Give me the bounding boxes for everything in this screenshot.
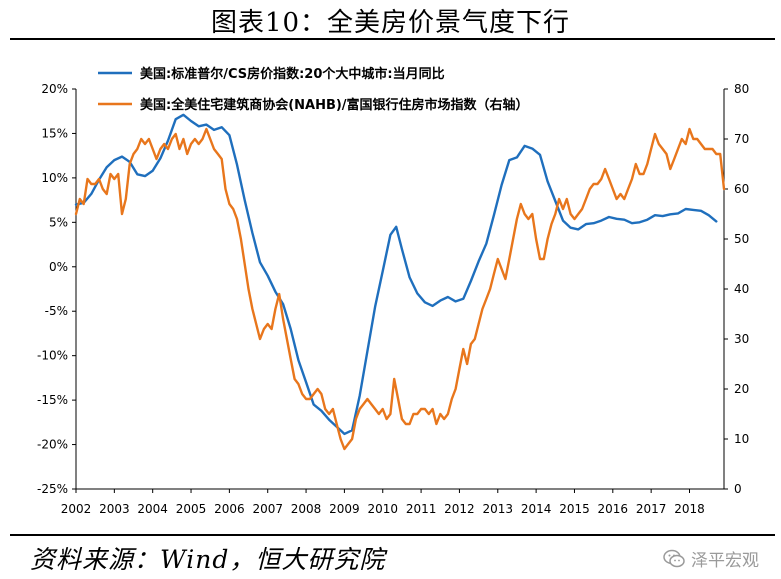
left-tick-label: 15% [41, 126, 68, 140]
left-tick-label: 10% [41, 171, 68, 185]
x-tick-label: 2002 [61, 502, 92, 516]
figure-title: 图表10：全美房价景气度下行 [210, 8, 571, 38]
x-tick-label: 2015 [559, 502, 590, 516]
left-tick-label: -10% [37, 349, 68, 363]
right-tick-label: 80 [734, 82, 749, 96]
wechat-icon [663, 549, 685, 567]
x-tick-label: 2007 [252, 502, 283, 516]
left-tick-label: 0% [49, 260, 68, 274]
right-tick-label: 50 [734, 232, 749, 246]
x-tick-label: 2016 [598, 502, 629, 516]
left-tick-label: 5% [49, 215, 68, 229]
right-tick-label: 60 [734, 182, 749, 196]
x-tick-label: 2013 [483, 502, 514, 516]
left-tick-label: -25% [37, 482, 68, 496]
x-tick-label: 2010 [367, 502, 398, 516]
right-tick-label: 10 [734, 432, 749, 446]
x-tick-label: 2004 [137, 502, 168, 516]
legend-label: 美国:标准普尔/CS房价指数:20个大中城市:当月同比 [140, 66, 445, 82]
left-tick-label: 20% [41, 82, 68, 96]
series-line-case-shiller [74, 113, 718, 436]
left-tick-label: -5% [45, 304, 68, 318]
watermark-text: 泽平宏观 [691, 551, 759, 571]
x-tick-label: 2014 [521, 502, 552, 516]
right-tick-label: 30 [734, 332, 749, 346]
x-tick-label: 2011 [406, 502, 437, 516]
x-tick-label: 2003 [99, 502, 130, 516]
watermark: 泽平宏观 [663, 546, 759, 571]
top-rule [10, 38, 775, 40]
right-tick-label: 40 [734, 282, 749, 296]
x-tick-label: 2008 [291, 502, 322, 516]
x-tick-label: 2017 [636, 502, 667, 516]
x-tick-label: 2012 [444, 502, 475, 516]
left-tick-label: -20% [37, 438, 68, 452]
legend-label: 美国:全美住宅建筑商协会(NAHB)/富国银行住房市场指数（右轴） [140, 97, 529, 113]
right-tick-label: 20 [734, 382, 749, 396]
x-tick-label: 2018 [674, 502, 705, 516]
left-tick-label: -15% [37, 393, 68, 407]
bottom-rule [10, 534, 775, 536]
right-tick-label: 0 [734, 482, 742, 496]
x-tick-label: 2005 [176, 502, 207, 516]
right-tick-label: 70 [734, 132, 749, 146]
source-note: 资料来源：Wind，恒大研究院 [30, 545, 386, 574]
series-line-nahb [74, 127, 726, 451]
x-tick-label: 2006 [214, 502, 245, 516]
x-tick-label: 2009 [329, 502, 360, 516]
